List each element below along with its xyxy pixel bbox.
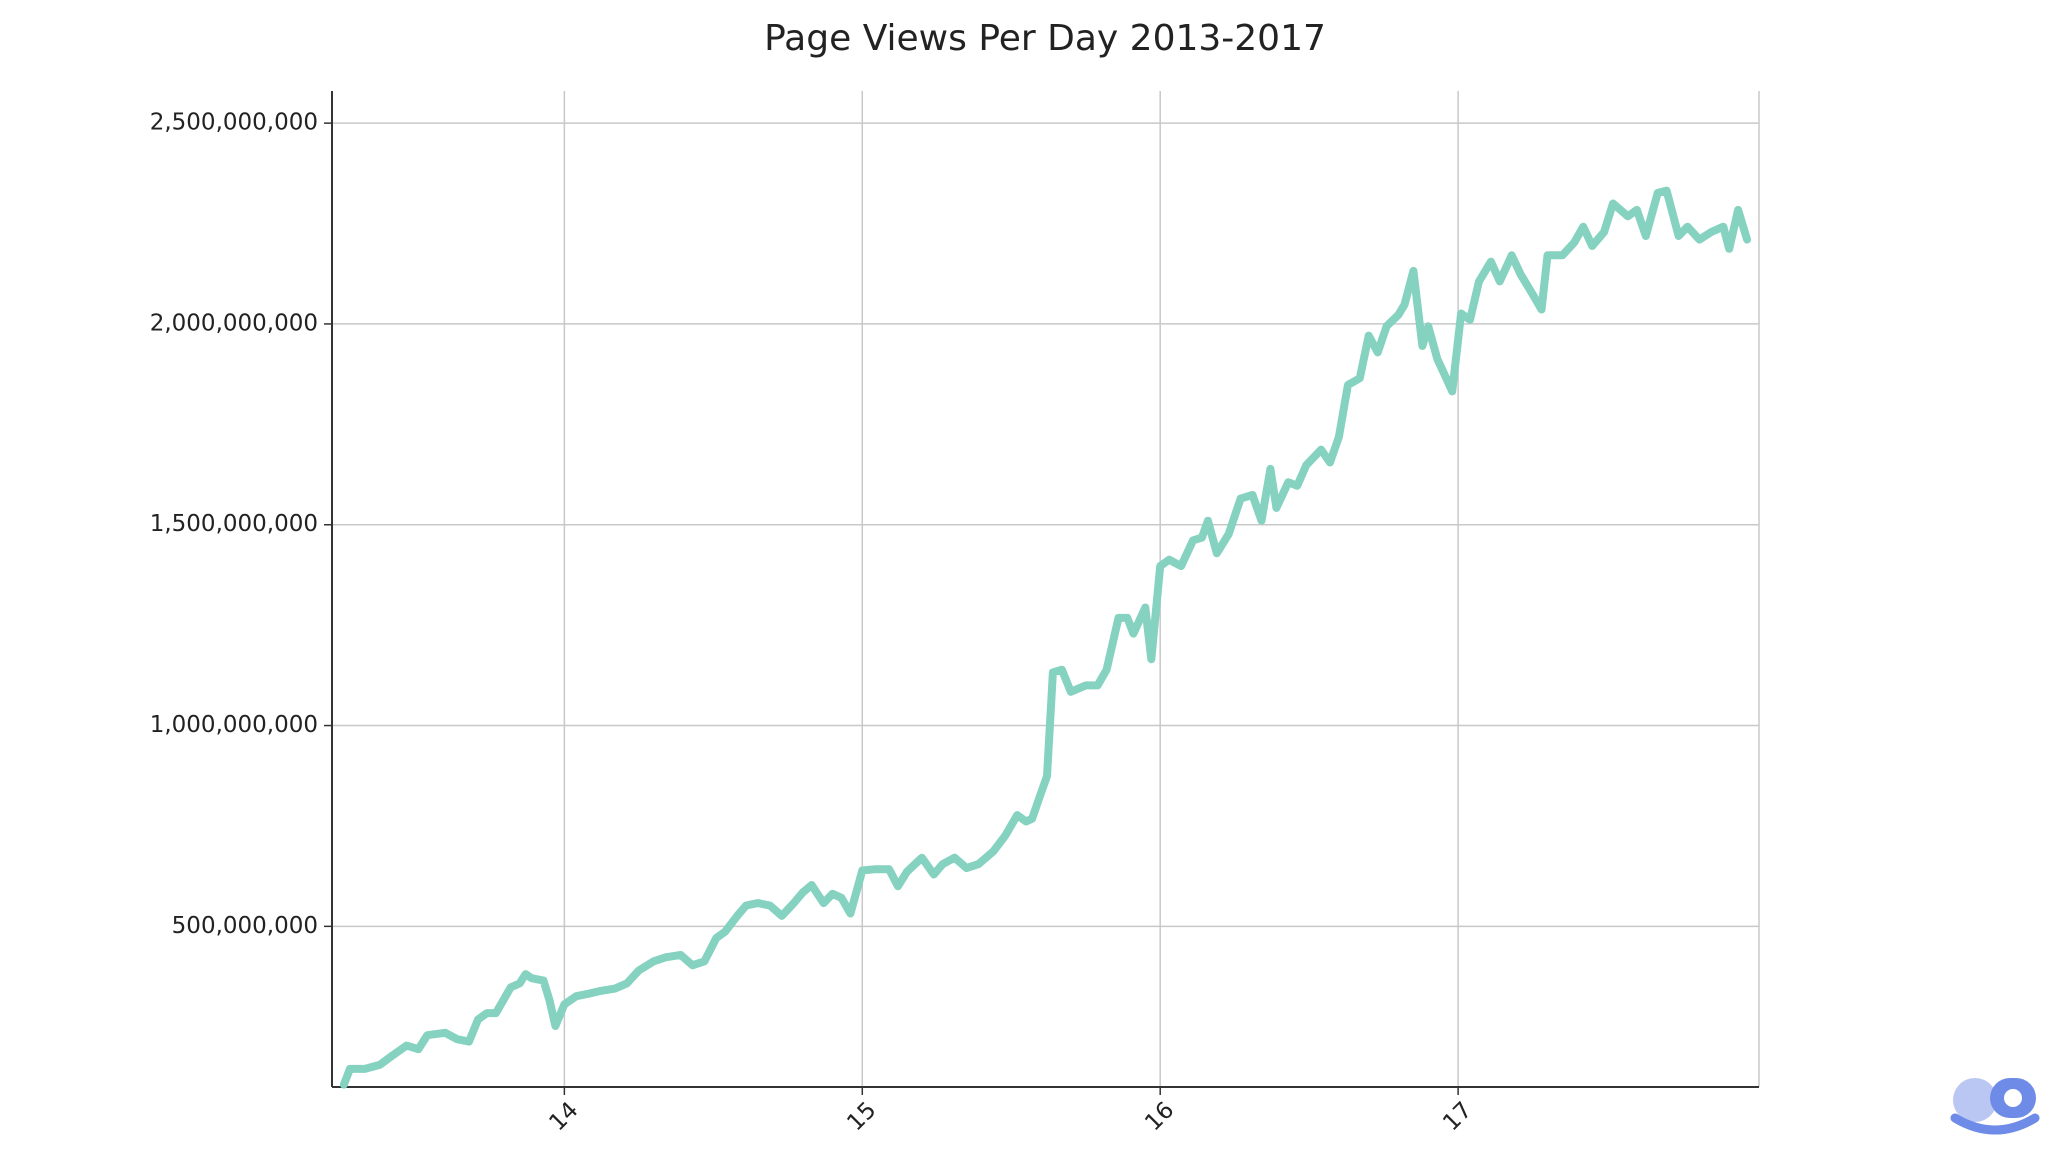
chart-title: Page Views Per Day 2013-2017: [764, 18, 1326, 59]
x-tick-label: 16: [1140, 1097, 1179, 1136]
data-line: [339, 186, 1752, 1089]
y-tick-label: 2,000,000,000: [150, 310, 318, 336]
y-tick-label: 2,500,000,000: [150, 110, 318, 136]
x-tick-label: 14: [544, 1097, 583, 1136]
x-tick-label: 17: [1438, 1097, 1477, 1136]
y-tick-label: 1,000,000,000: [150, 712, 318, 738]
logo: [1950, 1078, 2040, 1135]
y-tick-label: 500,000,000: [172, 913, 318, 939]
y-tick-label: 1,500,000,000: [150, 511, 318, 537]
x-tick-label: 15: [842, 1097, 881, 1136]
